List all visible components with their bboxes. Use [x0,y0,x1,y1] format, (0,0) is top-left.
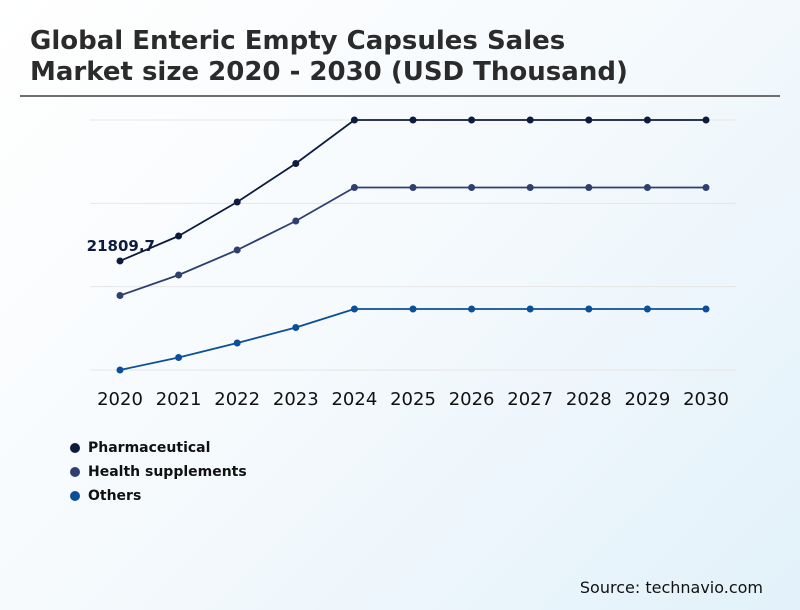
x-tick-label: 2023 [273,389,319,410]
legend-marker-pharmaceutical [70,443,80,453]
legend-item-pharmaceutical: Pharmaceutical [70,436,247,460]
data-point [233,246,241,254]
x-tick-label: 2021 [156,389,202,410]
data-point [292,324,300,331]
x-tick-label: 2025 [390,389,436,410]
data-point [643,305,651,313]
data-point [585,305,593,313]
x-tick-label: 2028 [566,389,612,410]
series-line-2 [119,308,706,371]
data-point [526,184,534,191]
x-tick-label: 2029 [624,389,670,410]
data-point [702,116,710,124]
x-tick-label: 2020 [97,389,143,410]
chart-title-line-1: Global Enteric Empty Capsules Sales [30,26,566,56]
x-tick-label: 2022 [214,389,260,410]
data-point [409,184,417,191]
data-point [409,305,417,313]
data-point [175,232,183,240]
x-tick-label: 2026 [449,389,495,410]
data-point [526,116,534,124]
legend-item-others: Others [70,484,247,508]
data-point [116,292,124,299]
data-point [409,116,417,124]
legend-label-others: Others [88,488,142,504]
data-point [468,116,476,124]
data-point [292,217,300,225]
data-point [468,184,476,191]
data-point [585,116,593,124]
data-point [585,184,593,191]
data-point [175,354,183,361]
line-chart: 2020 2021 2022 2023 2024 2025 2026 2027 2028 2029… [87,116,736,410]
data-label: 21809.7 [87,237,155,255]
legend-marker-others [70,491,80,501]
data-point [350,184,358,191]
x-tick-label: 2030 [683,389,729,410]
data-point [643,184,651,191]
data-point [643,116,651,124]
data-point [175,271,183,279]
data-point [233,339,241,347]
source-credit: Source: technavio.com [579,578,763,597]
data-point [702,184,710,191]
chart-title-line-2: Market size 2020 - 2030 (USD Thousand) [30,57,628,87]
title-divider [20,95,780,97]
legend-label-health-supplements: Health supplements [88,464,247,480]
data-point [526,305,534,313]
data-point [468,305,476,313]
x-tick-label: 2027 [507,389,553,410]
data-point [350,116,358,124]
data-point [292,160,300,167]
data-point [116,366,124,374]
legend-marker-health-supplements [70,467,80,477]
data-point [350,305,358,313]
data-point [233,198,241,206]
x-tick-label: 2024 [331,389,377,410]
data-point [702,305,710,313]
chart-legend: Pharmaceutical Health supplements Others [70,436,247,508]
legend-item-health-supplements: Health supplements [70,460,247,484]
data-point [116,257,124,265]
legend-label-pharmaceutical: Pharmaceutical [88,440,211,456]
chart-title: Global Enteric Empty Capsules Sales Mark… [30,26,628,88]
